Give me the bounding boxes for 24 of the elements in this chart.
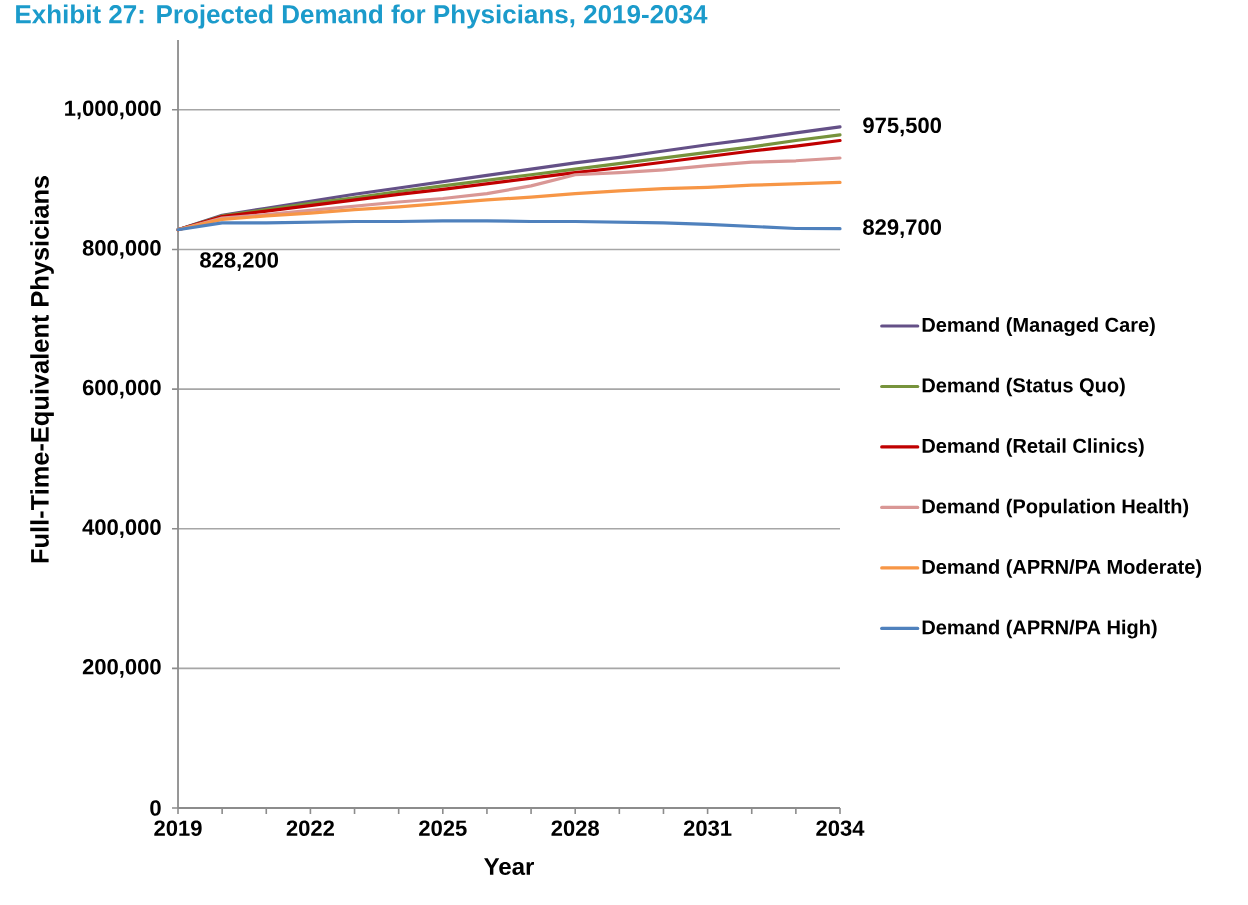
data-label: 828,200 xyxy=(200,252,278,271)
x-tick-label: 2025 xyxy=(419,820,467,836)
y-axis-title: Full-Time-Equivalent Physicians xyxy=(30,175,54,563)
x-tick-label: 2034 xyxy=(816,820,865,836)
chart-title: Exhibit 27: Projected Demand for Physicians, 2019-2034 xyxy=(16,4,708,29)
legend-label: Demand (Status Quo) xyxy=(922,377,1125,397)
y-tick-label: 1,000,000 xyxy=(65,100,161,120)
y-tick-label: 0 xyxy=(150,800,161,816)
legend-label: Demand (Population Health) xyxy=(922,498,1189,518)
legend-label: Demand (Managed Care) xyxy=(922,317,1155,336)
y-tick-label: 200,000 xyxy=(82,658,161,678)
legend-label: Demand (Retail Clinics) xyxy=(922,438,1144,457)
legend-label: Demand (APRN/PA High) xyxy=(922,619,1157,639)
legend-label: Demand (APRN/PA Moderate) xyxy=(922,559,1202,578)
y-tick-label: 600,000 xyxy=(82,379,161,399)
x-tick-label: 2028 xyxy=(551,820,599,836)
x-tick-label: 2031 xyxy=(683,820,732,836)
y-tick-label: 800,000 xyxy=(82,240,161,259)
y-tick-label: 400,000 xyxy=(82,519,161,539)
data-label: 829,700 xyxy=(863,219,941,239)
data-label: 975,500 xyxy=(863,117,941,137)
x-axis-title: Year xyxy=(484,858,534,876)
x-tick-label: 2022 xyxy=(286,820,334,836)
x-tick-label: 2019 xyxy=(154,820,202,836)
